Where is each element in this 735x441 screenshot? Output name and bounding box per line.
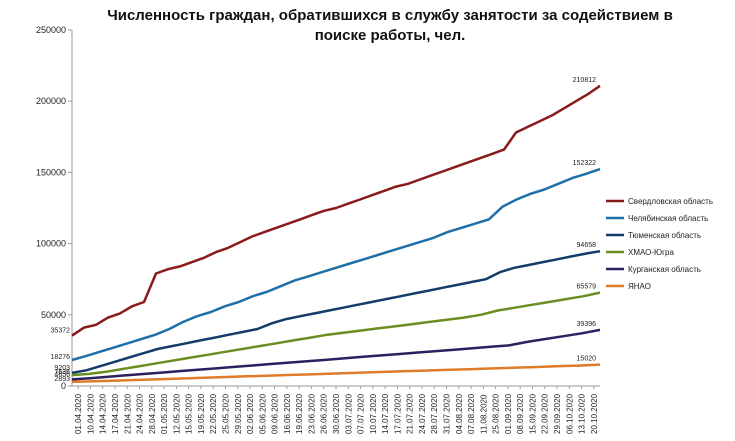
series-line-5: [71, 363, 601, 384]
x-tick-label: 26.06.2020: [320, 393, 329, 434]
x-tick-label: 20.10.2020: [590, 393, 599, 434]
series-line-3: [71, 291, 601, 377]
x-tick-label: 31.07.2020: [443, 393, 452, 434]
x-tick-label: 21.04.2020: [123, 393, 132, 434]
x-tick-label: 02.06.2020: [246, 393, 255, 434]
end-value-label: 15020: [577, 356, 597, 363]
x-tick-label: 21.07.2020: [406, 393, 415, 434]
end-value-label: 65579: [577, 284, 597, 291]
x-tick-label: 29.05.2020: [234, 393, 243, 434]
x-tick-label: 16.06.2020: [283, 393, 292, 434]
x-tick-label: 23.06.2020: [307, 393, 316, 434]
x-tick-label: 14.07.2020: [381, 393, 390, 434]
x-tick-label: 19.06.2020: [295, 393, 304, 434]
y-tick-label: 50000: [41, 310, 66, 320]
x-tick-label: 03.07.2020: [344, 393, 353, 434]
legend-label-4: Курганская область: [628, 265, 701, 274]
x-tick-label: 30.06.2020: [332, 393, 341, 434]
x-tick-label: 22.09.2020: [541, 393, 550, 434]
series-line-1: [71, 167, 601, 362]
x-tick-label: 07.07.2020: [357, 393, 366, 434]
x-tick-label: 24.04.2020: [136, 393, 145, 434]
x-tick-label: 25.05.2020: [221, 393, 230, 434]
y-tick-label: 150000: [36, 167, 66, 177]
x-tick-label: 12.05.2020: [172, 393, 181, 434]
series-line-0: [71, 84, 601, 337]
x-tick-label: 19.05.2020: [197, 393, 206, 434]
y-tick-label: 250000: [36, 25, 66, 35]
y-tick-label: 100000: [36, 239, 66, 249]
x-tick-label: 13.10.2020: [578, 393, 587, 434]
series-line-4: [71, 328, 601, 381]
x-tick-label: 29.09.2020: [553, 393, 562, 434]
x-tick-label: 01.05.2020: [160, 393, 169, 434]
x-tick-label: 05.06.2020: [258, 393, 267, 434]
start-value-label: 35372: [51, 328, 71, 335]
x-tick-label: 10.04.2020: [86, 393, 95, 434]
start-value-label: 2893: [54, 376, 70, 383]
legend-label-0: Свердловская область: [628, 197, 713, 206]
x-tick-label: 17.07.2020: [393, 393, 402, 434]
y-tick-label: 200000: [36, 96, 66, 106]
x-tick-label: 25.08.2020: [492, 393, 501, 434]
end-value-label: 94658: [577, 242, 597, 249]
legend-label-3: ХМАО-Югра: [628, 248, 674, 257]
x-tick-label: 07.08.2020: [467, 393, 476, 434]
end-value-label: 152322: [573, 160, 596, 167]
axes: 0 50000 100000 150000 200000 250000 01.04.2020…: [36, 25, 600, 434]
series-line-2: [71, 249, 601, 375]
x-tick-label: 11.08.2020: [479, 394, 488, 434]
x-tick-label: 15.09.2020: [528, 393, 537, 434]
series-layer: [71, 84, 601, 384]
x-tick-label: 01.04.2020: [74, 393, 83, 434]
end-value-label: 210812: [573, 77, 596, 84]
data-labels: 35372 210812 18276 152322 9203 94658 7636 65579…: [51, 77, 597, 383]
legend-label-5: ЯНАО: [628, 282, 651, 291]
chart-title-line-2: поиске работы, чел.: [315, 27, 466, 44]
legend-label-1: Челябинская область: [628, 214, 708, 223]
x-tick-label: 04.08.2020: [455, 393, 464, 434]
x-tick-label: 22.05.2020: [209, 393, 218, 434]
x-tick-label: 09.06.2020: [271, 393, 280, 434]
start-value-label: 4656: [54, 371, 70, 378]
legend-label-2: Тюменская область: [628, 231, 701, 240]
x-tick-label: 24.07.2020: [418, 393, 427, 434]
chart-title-line-1: Численность граждан, обратившихся в служ…: [107, 7, 673, 24]
x-tick-label: 17.04.2020: [111, 393, 120, 434]
legend: Свердловская область Челябинская область Т…: [606, 197, 713, 291]
x-tick-label: 06.10.2020: [565, 393, 574, 434]
end-value-label: 39396: [577, 321, 597, 328]
y-tick-label: 0: [61, 381, 66, 391]
start-value-label: 7636: [54, 369, 70, 376]
start-value-label: 18276: [51, 354, 71, 361]
x-tick-label: 10.07.2020: [369, 393, 378, 434]
x-tick-label: 28.07.2020: [430, 393, 439, 434]
x-tick-label: 08.09.2020: [516, 393, 525, 434]
start-value-label: 9203: [54, 365, 70, 372]
x-tick-label: 01.09.2020: [504, 393, 513, 434]
x-tick-label: 14.04.2020: [99, 393, 108, 434]
x-tick-label: 28.04.2020: [148, 393, 157, 434]
x-tick-label: 15.05.2020: [185, 393, 194, 434]
